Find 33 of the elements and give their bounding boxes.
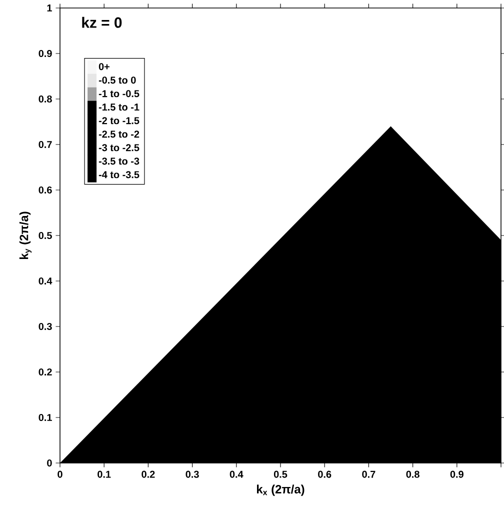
x-tick-label: 0.7: [362, 470, 376, 478]
x-tick-label: 0.6: [318, 470, 332, 478]
legend-label: 0+: [98, 63, 110, 70]
y-tick-label: 0.9: [38, 50, 52, 58]
y-tick-label: 0: [47, 459, 52, 467]
y-tick-label: 0.4: [38, 277, 52, 285]
x-tick-label: 0.2: [142, 470, 155, 478]
x-tick-label: 0.1: [98, 470, 111, 478]
y-tick-label: 0.5: [38, 232, 52, 240]
y-tick-label: 0.6: [38, 186, 52, 194]
x-tick-label: 0.5: [274, 470, 288, 478]
y-tick-label: 0.8: [38, 95, 52, 103]
legend-label: -3 to -2.5: [98, 144, 140, 152]
legend-label: -1 to -0.5: [98, 90, 140, 98]
x-tick-label: 0.8: [406, 470, 420, 478]
y-tick-label: 0.1: [38, 414, 52, 422]
legend-label: -2.5 to -2: [98, 130, 140, 138]
chart-title: kz = 0: [82, 16, 122, 28]
x-tick-label: 0: [58, 470, 62, 478]
x-tick-label: 0.3: [186, 470, 199, 478]
legend-label: -4 to -3.5: [98, 171, 140, 178]
x-tick-label: 0.4: [230, 470, 244, 478]
y-tick-label: 1: [47, 4, 52, 12]
x-tick-label: 0.9: [450, 470, 464, 478]
x-axis-title: k$_{x}$ (2π/a): [257, 484, 304, 496]
y-tick-label: 0.2: [38, 368, 52, 376]
legend-label: -3.5 to -3: [98, 158, 140, 165]
legend-label: -0.5 to 0: [98, 76, 136, 84]
y-tick-label: 0.7: [38, 140, 52, 148]
y-axis-title: k$_{y}$ (2π/a): [19, 212, 32, 259]
y-tick-label: 0.3: [38, 322, 52, 330]
legend-label: -2 to -1.5: [98, 117, 140, 124]
legend-label: -1.5 to -1: [98, 104, 140, 111]
